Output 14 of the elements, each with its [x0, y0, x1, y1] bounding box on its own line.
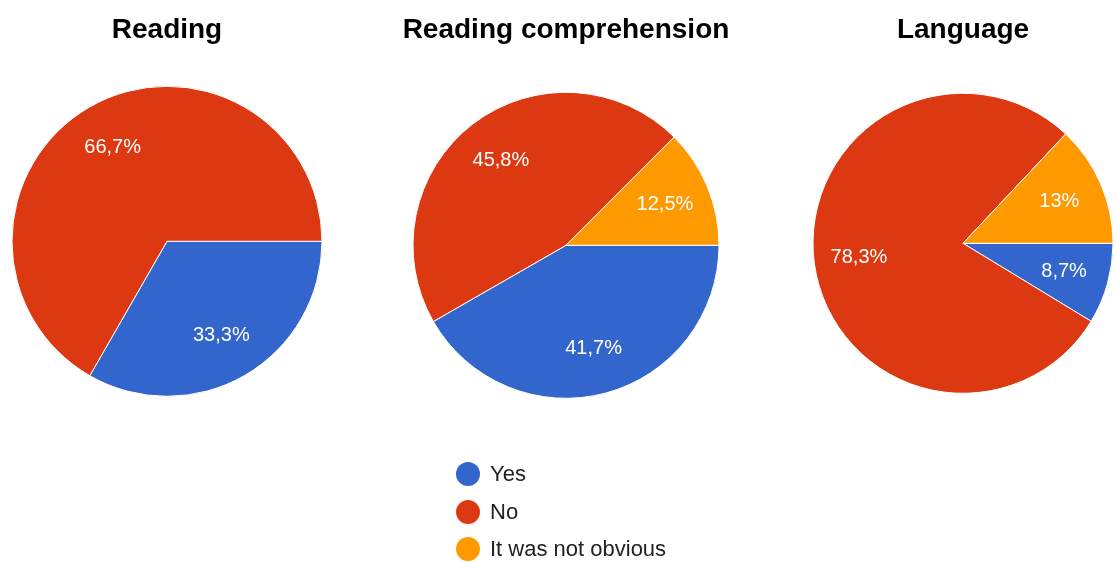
data-label: 8,7% — [1041, 259, 1088, 282]
data-label: 33,3% — [192, 322, 250, 345]
data-label: 41,7% — [565, 336, 623, 359]
legend-label: Yes — [490, 461, 526, 487]
chart-title: Language — [896, 12, 1030, 44]
data-label: 45,8% — [472, 147, 530, 170]
legend-label: No — [490, 498, 519, 525]
data-label: 78,3% — [830, 244, 888, 267]
data-label: 66,7% — [84, 134, 142, 157]
chart-title: Reading — [111, 12, 223, 44]
chart-title: Reading comprehension — [402, 12, 730, 44]
data-label: 12,5% — [636, 191, 694, 214]
data-label: 13% — [1039, 189, 1080, 212]
legend-label: It was not obvious — [490, 536, 667, 562]
